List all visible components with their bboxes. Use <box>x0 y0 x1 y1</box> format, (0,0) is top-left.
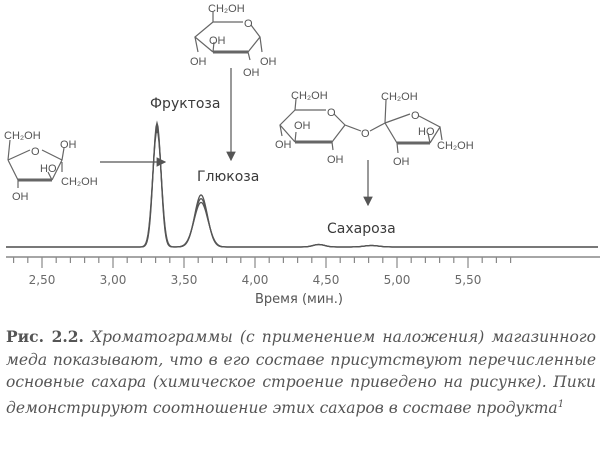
x-axis-label: Время (мин.) <box>255 292 343 307</box>
x-tick-label: 3,00 <box>100 273 127 287</box>
glucose-oh-1: OH <box>209 35 226 47</box>
sucrose-oh-3: OH <box>327 154 344 166</box>
peak-label-fructose: Фруктоза <box>150 96 220 112</box>
sucrose-ch2oh-2: CH₂OH <box>381 91 418 103</box>
caption-label: Рис. 2.2. <box>6 327 84 346</box>
sucrose-ch2oh-3: CH₂OH <box>437 140 474 152</box>
fructose-oh: OH <box>60 139 77 151</box>
fructose-oh-2: OH <box>12 191 29 203</box>
caption-footnote: 1 <box>557 398 565 410</box>
sucrose-ch2oh-1: CH₂OH <box>291 90 328 102</box>
peak-label-sucrose: Сахароза <box>327 221 396 237</box>
peak-label-glucose: Глюкоза <box>197 169 259 185</box>
x-tick-label: 3,50 <box>171 273 198 287</box>
chromatogram-trace <box>6 128 598 248</box>
sucrose-ho: HO <box>418 126 435 138</box>
fructose-ch2oh-2: CH₂OH <box>61 176 98 188</box>
fructose-structure <box>7 139 65 188</box>
x-tick-label: 2,50 <box>29 273 56 287</box>
fructose-ring-o: O <box>31 146 40 158</box>
sucrose-oh-2: OH <box>275 139 292 151</box>
x-tick-labels: 2,50 3,00 3,50 4,00 4,50 5,00 5,50 <box>29 273 482 287</box>
sucrose-ring-o-2: O <box>411 110 420 122</box>
x-tick-label: 5,50 <box>455 273 482 287</box>
fructose-ch2oh: CH₂OH <box>4 130 41 142</box>
sucrose-structure <box>279 98 443 154</box>
chromatogram-traces <box>6 120 598 248</box>
sucrose-oh-4: OH <box>393 156 410 168</box>
x-tick-label: 5,00 <box>384 273 411 287</box>
x-axis <box>6 256 600 268</box>
sucrose-oh-1: OH <box>294 120 311 132</box>
sucrose-ring-o-1: O <box>327 107 336 119</box>
glucose-oh-3: OH <box>243 67 260 79</box>
figure-caption: Рис. 2.2. Хроматограммы (с применением н… <box>6 326 596 419</box>
glucose-ch2oh: CH₂OH <box>208 3 245 15</box>
glucose-oh-4: OH <box>260 56 277 68</box>
glucose-ring-o: O <box>244 18 253 30</box>
sucrose-bridge-o: O <box>361 128 370 140</box>
caption-text: Хроматограммы (с применением наложения) … <box>6 328 596 417</box>
glucose-structure <box>194 12 263 61</box>
chromatogram-figure: CH₂OH O OH HO CH₂OH OH CH₂OH O OH OH OH … <box>4 3 600 307</box>
x-tick-label: 4,00 <box>242 273 269 287</box>
fructose-ho: HO <box>40 163 57 175</box>
x-tick-label: 4,50 <box>313 273 340 287</box>
glucose-oh-2: OH <box>190 56 207 68</box>
